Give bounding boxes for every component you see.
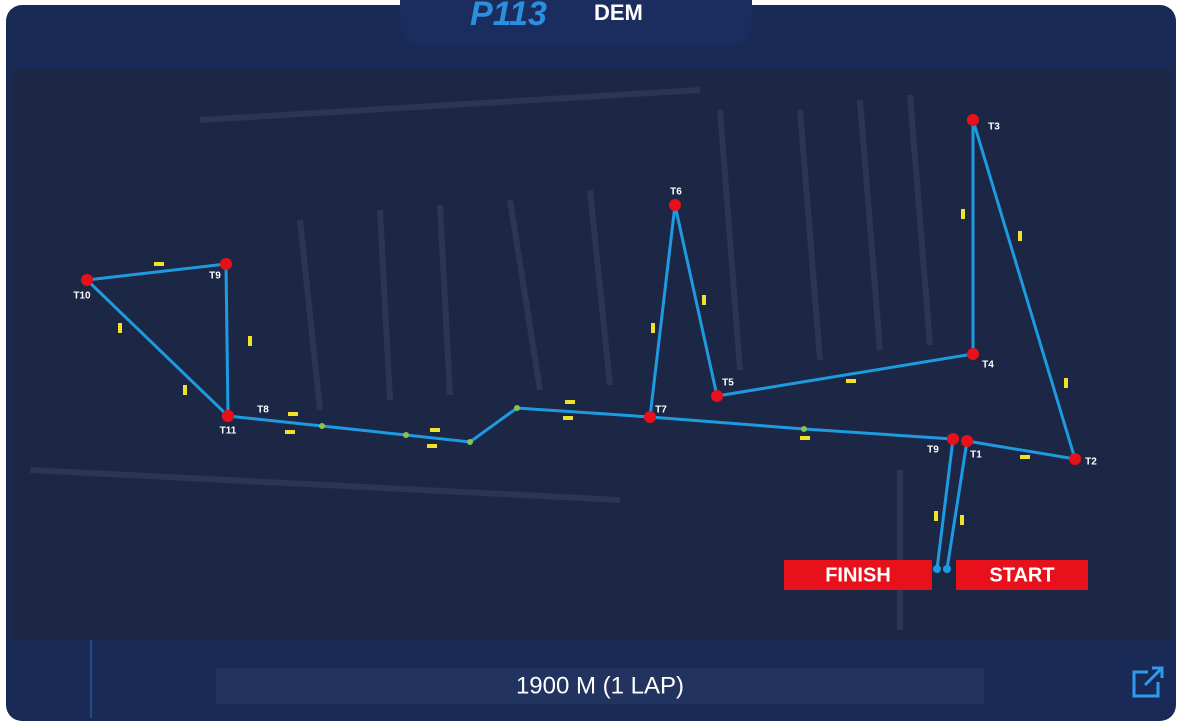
finish-point	[933, 565, 941, 573]
marker	[220, 258, 232, 270]
marker	[947, 433, 959, 445]
marker	[1069, 453, 1081, 465]
distance: 1900 M (1 LAP)	[516, 672, 684, 699]
marker	[81, 274, 93, 286]
start-point	[943, 565, 951, 573]
marker-label: T5	[722, 378, 734, 389]
waypoint	[514, 405, 520, 411]
marker-label: T9	[209, 271, 221, 282]
marker	[222, 410, 234, 422]
marker-label: T3	[988, 122, 1000, 133]
waypoint	[801, 426, 807, 432]
marker-label: T2	[1085, 457, 1097, 468]
start-label: START	[989, 564, 1054, 586]
waypoint	[403, 432, 409, 438]
marker	[961, 435, 973, 447]
page: P113 DEM T10 T9 T8 T11 T7 T6 T5 T4 T3 T2 T1 T9 FINI…	[0, 0, 1182, 728]
waypoint	[467, 439, 473, 445]
header-tab	[400, 0, 752, 44]
marker-label: T8	[257, 405, 269, 416]
marker	[967, 114, 979, 126]
marker-label: T7	[655, 405, 667, 416]
map-area	[12, 70, 1172, 640]
logo: P113	[470, 0, 547, 33]
marker-label: T6	[670, 187, 682, 198]
waypoint	[319, 423, 325, 429]
marker-label: T10	[73, 291, 91, 302]
marker-label: T4	[982, 360, 994, 371]
course-card: P113 DEM T10 T9 T8 T11 T7 T6 T5 T4 T3 T2 T1 T9 FINI…	[0, 0, 1182, 723]
event-name: DEM	[594, 0, 643, 25]
marker-label: T11	[220, 426, 237, 437]
finish-label: FINISH	[825, 564, 891, 586]
marker	[669, 199, 681, 211]
marker	[711, 390, 723, 402]
marker-label: T9	[927, 445, 939, 456]
marker	[967, 348, 979, 360]
marker-label: T1	[970, 450, 982, 461]
